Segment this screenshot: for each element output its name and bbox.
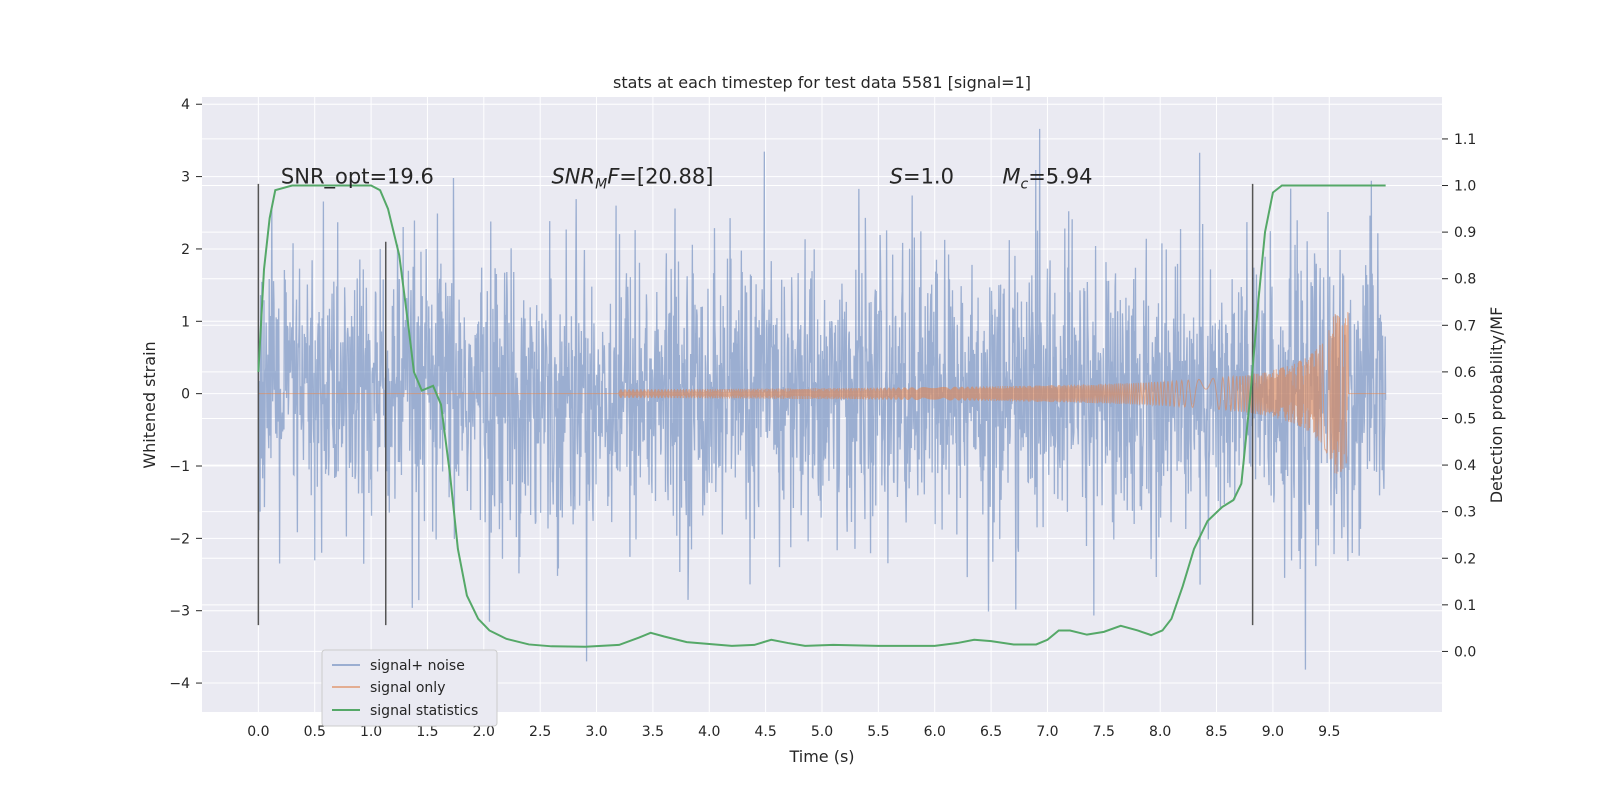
legend-box: [321, 649, 498, 727]
x-tick-label-0: 0.0: [247, 724, 269, 740]
annotation-2: S=1.0: [890, 165, 954, 189]
y-tick-label-0: −4: [169, 676, 190, 692]
annotation-0: SNR_opt=19.6: [281, 165, 434, 190]
y-tick-label-4: 0: [181, 387, 190, 403]
y-tick-label-3: −1: [169, 459, 190, 475]
x-tick-label-10: 5.0: [811, 724, 833, 740]
signal-statistics-series: [257, 184, 1386, 648]
y2-tick-label-9: 0.9: [1454, 225, 1476, 241]
y-tick-label-7: 3: [181, 170, 190, 186]
legend-label-stats: signal statistics: [370, 703, 478, 719]
y2-tick-label-4: 0.4: [1454, 458, 1476, 474]
y2-tick-label-10: 1.0: [1454, 179, 1476, 195]
x-tick-label-12: 6.0: [924, 724, 946, 740]
legend-label-signal: signal only: [370, 680, 445, 696]
y2-tick-label-2: 0.2: [1454, 551, 1476, 567]
y-tick-label-8: 4: [181, 97, 190, 113]
signal-noise-series: [257, 128, 1387, 670]
y-tick-label-6: 2: [181, 242, 190, 258]
x-tick-label-5: 2.5: [529, 724, 551, 740]
annotation-1: SNRMF=[20.88]: [551, 165, 713, 193]
line-signal-statistics: [257, 184, 1386, 648]
x-tick-label-3: 1.5: [416, 724, 438, 740]
x-tick-label-14: 7.0: [1036, 724, 1058, 740]
line-signal-only: [258, 312, 1386, 474]
x-tick-label-17: 8.5: [1205, 724, 1227, 740]
x-tick-label-15: 7.5: [1093, 724, 1115, 740]
x-tick-label-2: 1.0: [360, 724, 382, 740]
x-tick-label-1: 0.5: [304, 724, 326, 740]
y2-tick-label-11: 1.1: [1454, 132, 1476, 148]
x-axis-ticks: 0.0 0.5 1.0 1.5 2.0 2.5 3.0 3.5 4.0 4.5 5.0 5.5 6.0 6…: [247, 724, 1340, 740]
y2-tick-label-0: 0.0: [1454, 644, 1476, 660]
x-tick-label-7: 3.5: [642, 724, 664, 740]
chart-title: stats at each timestep for test data 558…: [613, 73, 1031, 92]
y-tick-label-2: −2: [169, 531, 190, 547]
vertical-markers: [257, 183, 1254, 626]
x-tick-label-13: 6.5: [980, 724, 1002, 740]
y2-axis-label: Detection probability/MF: [1487, 307, 1506, 504]
annotation-3: Mc=5.94: [1002, 165, 1092, 193]
x-tick-label-19: 9.5: [1318, 724, 1340, 740]
x-tick-label-8: 4.0: [698, 724, 720, 740]
y2-tick-label-5: 0.5: [1454, 411, 1476, 427]
x-tick-label-9: 4.5: [755, 724, 777, 740]
y2-tick-label-7: 0.7: [1454, 318, 1476, 334]
legend: signal+ noise signal only signal statist…: [321, 649, 498, 727]
x-tick-label-11: 5.5: [867, 724, 889, 740]
x-tick-label-18: 9.0: [1262, 724, 1284, 740]
line-signal-noise: [257, 128, 1387, 670]
y-tick-label-1: −3: [169, 604, 190, 620]
y2-tick-label-3: 0.3: [1454, 505, 1476, 521]
y2-tick-label-6: 0.6: [1454, 365, 1476, 381]
annotations: SNR_opt=19.6 SNRMF=[20.88] S=1.0 Mc=5.94: [281, 165, 1093, 193]
signal-only-series: [258, 312, 1386, 474]
x-tick-label-6: 3.0: [585, 724, 607, 740]
x-tick-label-4: 2.0: [473, 724, 495, 740]
y-axis-ticks: −4 −3 −2 −1 0 1 2 3 4: [169, 97, 202, 692]
x-tick-label-16: 8.0: [1149, 724, 1171, 740]
y-axis-label: Whitened strain: [140, 341, 159, 468]
y2-tick-label-1: 0.1: [1454, 598, 1476, 614]
legend-label-noise: signal+ noise: [370, 658, 465, 674]
y2-tick-label-8: 0.8: [1454, 272, 1476, 288]
y-tick-label-5: 1: [181, 314, 190, 330]
y2-axis-ticks: 0.0 0.1 0.2 0.3 0.4 0.5 0.6 0.7 0.8 0.9 1.0 1.1: [1442, 132, 1476, 660]
x-axis-label: Time (s): [788, 747, 854, 766]
